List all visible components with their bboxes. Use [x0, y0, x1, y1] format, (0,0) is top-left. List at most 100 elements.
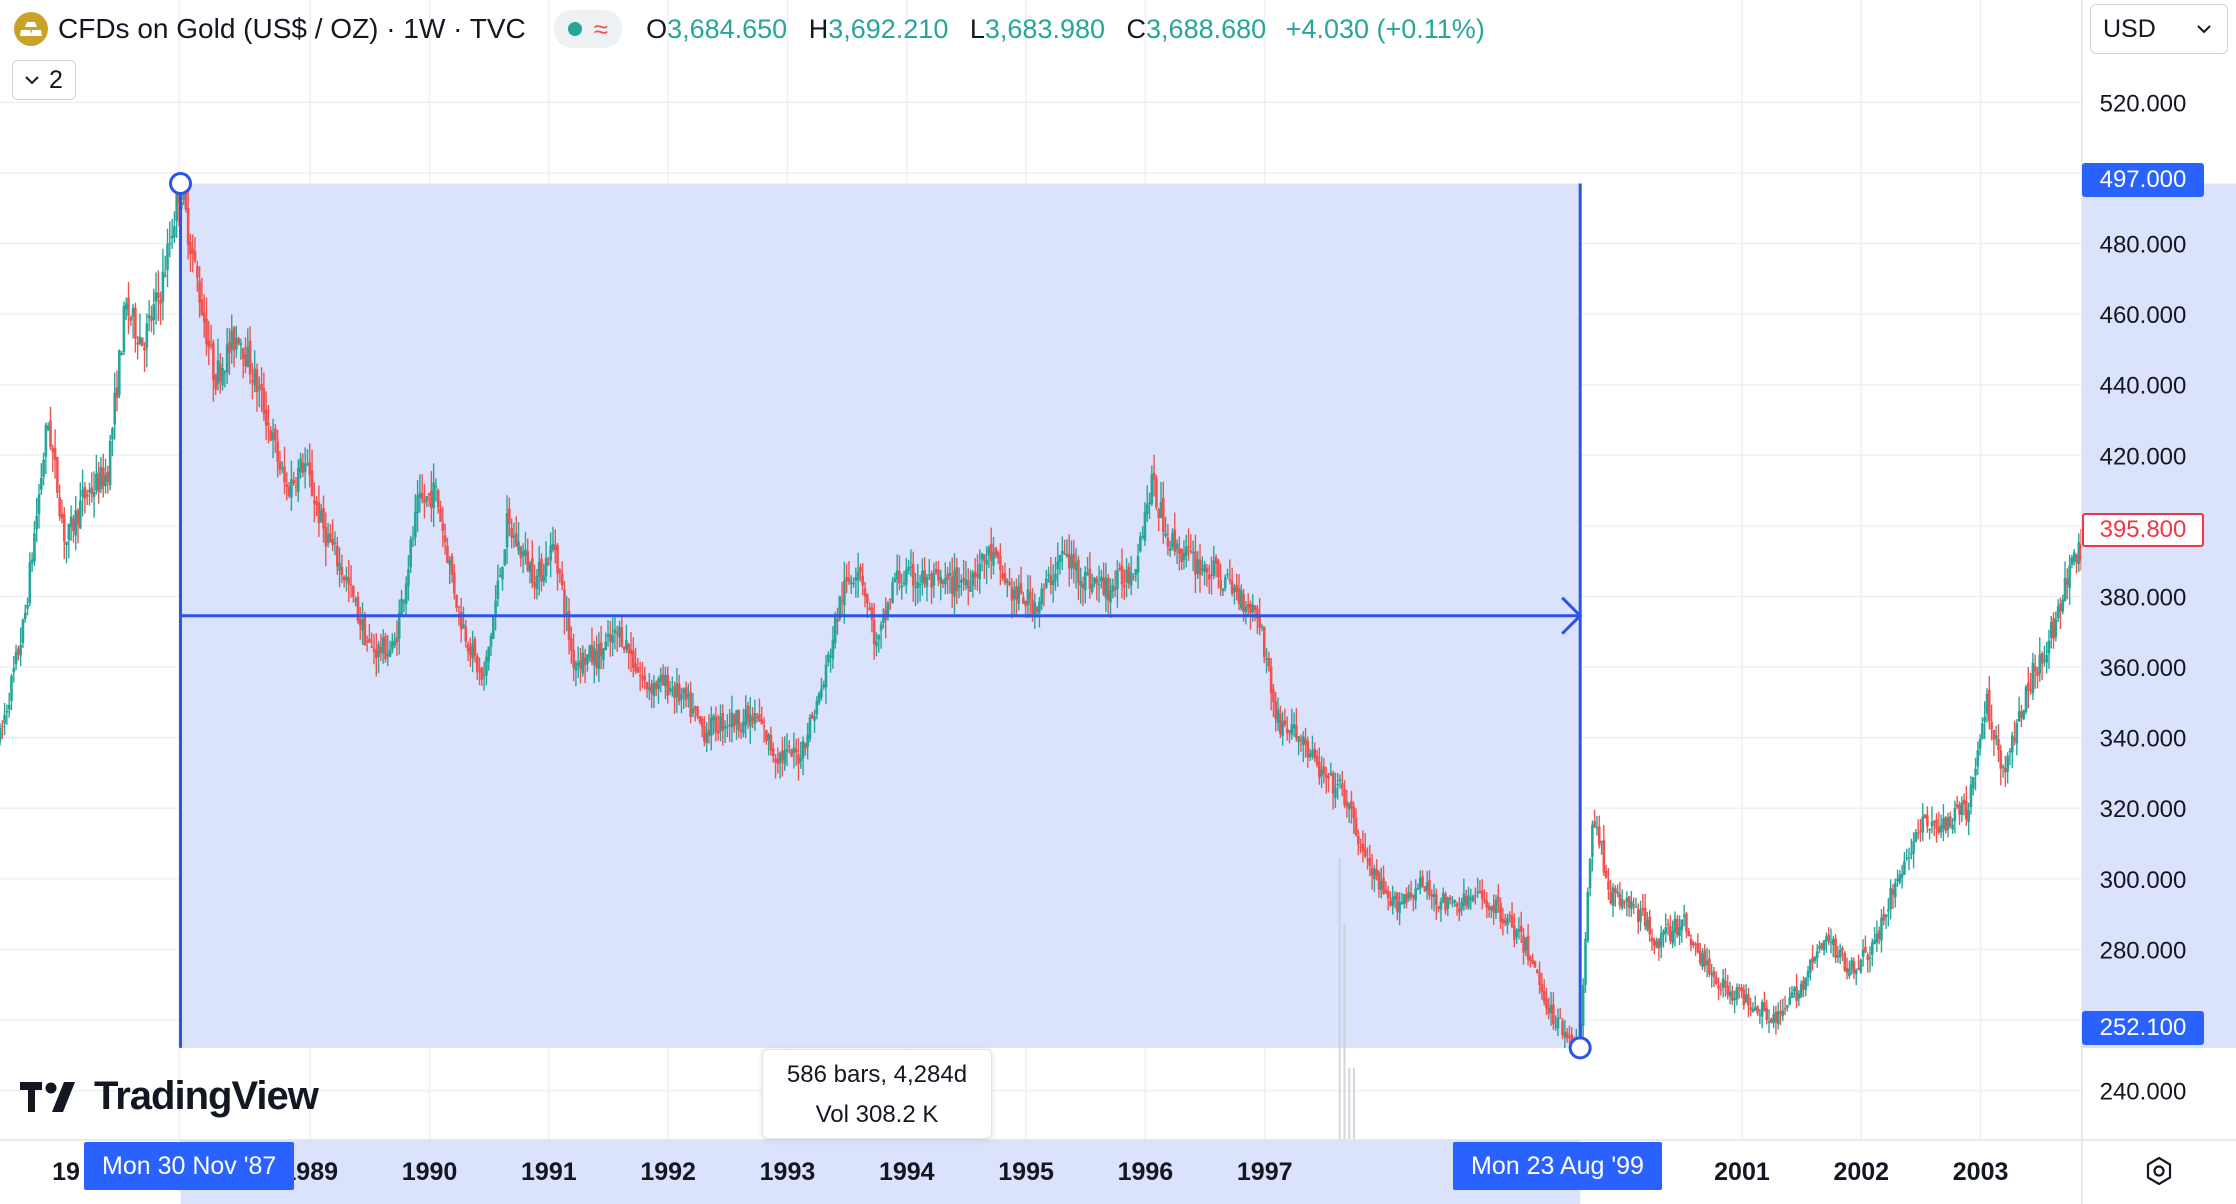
- candle-body: [602, 648, 605, 661]
- candle-body: [1061, 550, 1064, 555]
- candle-body: [1022, 597, 1025, 604]
- candle-body: [381, 637, 385, 654]
- candle-body: [212, 342, 215, 381]
- candle-body: [276, 441, 279, 462]
- candle-body: [1976, 750, 1980, 767]
- candle-body: [636, 667, 640, 673]
- candle-body: [512, 535, 516, 538]
- candle-body: [510, 527, 513, 538]
- candle-body: [1292, 724, 1296, 729]
- tradingview-logo[interactable]: TradingView: [20, 1074, 319, 1119]
- candle-body: [1705, 960, 1709, 966]
- candle-body: [1671, 931, 1674, 944]
- candle-body: [267, 422, 270, 426]
- candle-body: [659, 674, 663, 682]
- candle-body: [1058, 554, 1062, 563]
- candle-body: [1350, 800, 1353, 809]
- candle-body: [799, 758, 803, 762]
- candle-body: [1251, 604, 1255, 613]
- candle-body: [668, 688, 672, 692]
- candle-body: [1487, 905, 1491, 910]
- market-status-dot-icon: [567, 22, 582, 36]
- candle-body: [1201, 568, 1204, 571]
- candle-body: [157, 293, 160, 298]
- candle-body: [1781, 1010, 1785, 1016]
- candle-body: [847, 577, 851, 582]
- price-axis-range-highlight: [2082, 183, 2236, 1048]
- candle-body: [1891, 888, 1895, 895]
- candle-body: [675, 682, 679, 698]
- candle-body: [2061, 599, 2065, 612]
- gear-icon[interactable]: [2144, 1156, 2174, 1186]
- candle-body: [1552, 1004, 1555, 1025]
- candle-body: [817, 693, 821, 704]
- candle-body: [1877, 930, 1881, 939]
- candle-body: [1448, 897, 1452, 901]
- candle-body: [2013, 737, 2016, 741]
- candle-body: [1990, 722, 1993, 730]
- candle-body: [1111, 585, 1115, 592]
- currency-selector[interactable]: USD: [2090, 4, 2228, 54]
- candle-body: [1260, 626, 1264, 628]
- candle-body: [241, 347, 245, 360]
- candle-body: [377, 643, 380, 657]
- candle-body: [1999, 750, 2003, 769]
- range-end-date-label: Mon 23 Aug '99: [1453, 1142, 1662, 1190]
- candle-body: [1253, 605, 1257, 611]
- time-tick-label: 1991: [521, 1158, 577, 1186]
- candle-body: [776, 758, 780, 765]
- candle-body: [120, 353, 123, 356]
- candle-body: [99, 467, 103, 490]
- candle-body: [1939, 825, 1943, 833]
- candle-body: [1249, 603, 1252, 614]
- candle-body: [1744, 994, 1748, 1002]
- candle-body: [1926, 815, 1929, 827]
- candle-body: [1088, 568, 1092, 589]
- candle-body: [1639, 909, 1642, 922]
- candle-body: [1627, 896, 1631, 908]
- candle-body: [1077, 559, 1080, 583]
- candle-body: [1735, 987, 1739, 1000]
- candle-body: [898, 571, 901, 584]
- candle-body: [1423, 886, 1427, 892]
- candle-body: [1455, 903, 1459, 907]
- candle-body: [1451, 901, 1454, 904]
- range-start-handle: [169, 172, 193, 196]
- price-tick-label: 340.000: [2100, 726, 2187, 753]
- candle-body: [1311, 750, 1314, 757]
- candle-body: [175, 192, 178, 221]
- candle-body: [1139, 536, 1142, 552]
- candle-body: [225, 344, 229, 373]
- candle-body: [1779, 1011, 1782, 1014]
- candle-body: [1425, 882, 1429, 891]
- candle-body: [2075, 554, 2078, 563]
- candle-body: [340, 566, 344, 575]
- candle-body: [1304, 738, 1307, 745]
- candle-body: [953, 570, 956, 597]
- candle-body: [487, 646, 491, 662]
- symbol-title[interactable]: CFDs on Gold (US$ / OZ) · 1W · TVC: [58, 13, 526, 44]
- candle-body: [849, 581, 853, 584]
- candle-body: [1196, 559, 1200, 574]
- candle-body: [1152, 473, 1156, 480]
- market-status-pill[interactable]: ≈: [553, 10, 623, 48]
- candle-body: [1809, 959, 1812, 973]
- candle-body: [891, 582, 894, 603]
- candle-body: [726, 725, 729, 727]
- time-tick-label: 1996: [1118, 1158, 1174, 1186]
- candle-body: [1737, 987, 1741, 990]
- candle-body: [524, 549, 527, 556]
- candle-body: [365, 640, 369, 642]
- candle-body: [1887, 909, 1890, 912]
- candle-body: [843, 580, 846, 606]
- candle-body: [349, 584, 353, 586]
- time-tick-label: 1995: [998, 1158, 1054, 1186]
- candle-body: [971, 572, 975, 587]
- candle-body: [407, 569, 410, 586]
- candle-body: [1820, 943, 1824, 949]
- candle-body: [1315, 755, 1319, 765]
- candle-body: [1946, 817, 1950, 830]
- collapse-indicators-button[interactable]: 2: [12, 60, 76, 100]
- candle-body: [1474, 895, 1477, 897]
